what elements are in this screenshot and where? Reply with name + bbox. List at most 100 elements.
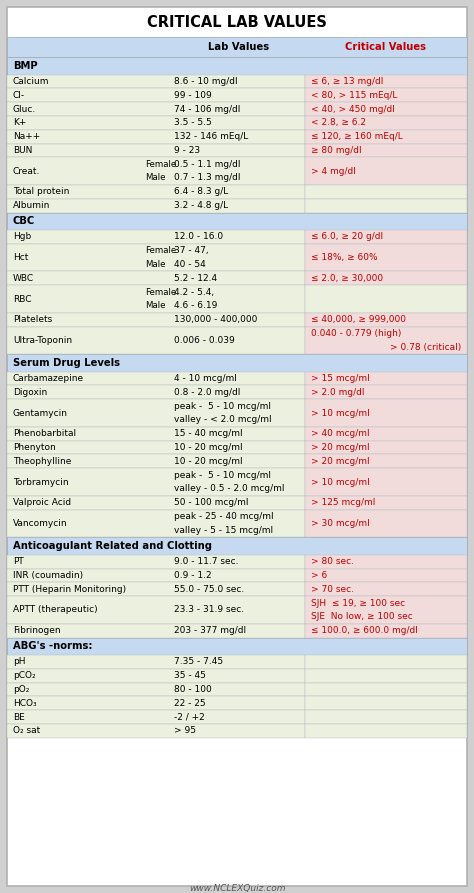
Text: Albumin: Albumin [13, 201, 50, 210]
Text: 8.6 - 10 mg/dl: 8.6 - 10 mg/dl [174, 77, 237, 86]
Text: Gluc.: Gluc. [13, 104, 36, 113]
Text: 55.0 - 75.0 sec.: 55.0 - 75.0 sec. [174, 585, 244, 594]
Text: PTT (Heparin Monitoring): PTT (Heparin Monitoring) [13, 585, 126, 594]
Bar [7, 213, 467, 230]
Bar [305, 313, 467, 327]
Text: Critical Values: Critical Values [346, 42, 427, 52]
Text: 74 - 106 mg/dl: 74 - 106 mg/dl [174, 104, 240, 113]
Bar [7, 441, 305, 455]
Bar [305, 427, 467, 441]
Text: CBC: CBC [13, 216, 35, 226]
Bar [7, 313, 305, 327]
Text: < 80, > 115 mEq/L: < 80, > 115 mEq/L [311, 91, 397, 100]
Text: Theophylline: Theophylline [13, 457, 72, 466]
Bar [305, 230, 467, 244]
Bar [7, 371, 305, 386]
Text: Male: Male [145, 260, 165, 269]
Text: Creat.: Creat. [13, 167, 40, 176]
Bar [305, 144, 467, 157]
Text: 0.7 - 1.3 mg/dl: 0.7 - 1.3 mg/dl [174, 173, 240, 182]
Text: HCO₃: HCO₃ [13, 699, 36, 708]
Bar [7, 185, 305, 199]
Text: peak -  5 - 10 mcg/ml: peak - 5 - 10 mcg/ml [174, 471, 271, 480]
Bar [305, 555, 467, 569]
Text: > 10 mcg/ml: > 10 mcg/ml [311, 478, 370, 487]
Bar [305, 199, 467, 213]
Text: > 70 sec.: > 70 sec. [311, 585, 354, 594]
Bar [7, 538, 467, 555]
Bar [305, 510, 467, 538]
Bar [305, 327, 467, 355]
Bar [7, 510, 305, 538]
Bar [7, 37, 467, 57]
Text: valley - 0.5 - 2.0 mcg/ml: valley - 0.5 - 2.0 mcg/ml [174, 485, 284, 494]
Text: Calcium: Calcium [13, 77, 49, 86]
Text: Fibrinogen: Fibrinogen [13, 626, 61, 635]
Text: > 80 sec.: > 80 sec. [311, 557, 354, 566]
Text: > 0.78 (critical): > 0.78 (critical) [390, 343, 461, 352]
Text: Valproic Acid: Valproic Acid [13, 498, 71, 507]
Text: Lab Values: Lab Values [208, 42, 269, 52]
Bar [305, 129, 467, 144]
Bar [7, 102, 305, 116]
Bar [7, 285, 305, 313]
Text: 80 - 100: 80 - 100 [174, 685, 212, 694]
Text: 4 - 10 mcg/ml: 4 - 10 mcg/ml [174, 374, 237, 383]
Bar [7, 697, 305, 710]
Bar [305, 569, 467, 582]
Bar [305, 271, 467, 285]
Bar [305, 386, 467, 399]
Text: Na++: Na++ [13, 132, 40, 141]
Text: Cl-: Cl- [13, 91, 25, 100]
Text: peak -  5 - 10 mcg/ml: peak - 5 - 10 mcg/ml [174, 402, 271, 411]
Text: PT: PT [13, 557, 24, 566]
Text: Vancomycin: Vancomycin [13, 519, 68, 528]
Bar [7, 582, 305, 597]
Text: > 40 mcg/ml: > 40 mcg/ml [311, 430, 370, 438]
Text: 5.2 - 12.4: 5.2 - 12.4 [174, 274, 217, 283]
Bar [305, 582, 467, 597]
Text: APTT (therapeutic): APTT (therapeutic) [13, 605, 98, 614]
Bar [305, 244, 467, 271]
Text: 50 - 100 mcg/ml: 50 - 100 mcg/ml [174, 498, 248, 507]
Text: 22 - 25: 22 - 25 [174, 699, 206, 708]
Text: 9.0 - 11.7 sec.: 9.0 - 11.7 sec. [174, 557, 238, 566]
Bar [305, 455, 467, 468]
Bar [7, 638, 467, 655]
Text: ≤ 6, ≥ 13 mg/dl: ≤ 6, ≥ 13 mg/dl [311, 77, 383, 86]
Text: 7.35 - 7.45: 7.35 - 7.45 [174, 657, 223, 666]
Text: > 6: > 6 [311, 571, 327, 580]
Text: BE: BE [13, 713, 25, 722]
Bar [7, 555, 305, 569]
Text: Gentamycin: Gentamycin [13, 409, 68, 418]
Text: 40 - 54: 40 - 54 [174, 260, 206, 269]
Text: SJE  No low, ≥ 100 sec: SJE No low, ≥ 100 sec [311, 613, 413, 622]
Bar [7, 57, 467, 74]
Text: INR (coumadin): INR (coumadin) [13, 571, 83, 580]
Text: valley - < 2.0 mcg/ml: valley - < 2.0 mcg/ml [174, 415, 272, 424]
Text: Female: Female [145, 246, 176, 255]
Text: ABG's -norms:: ABG's -norms: [13, 641, 92, 651]
Text: Platelets: Platelets [13, 315, 52, 324]
Text: 10 - 20 mcg/ml: 10 - 20 mcg/ml [174, 457, 243, 466]
Text: Female: Female [145, 288, 176, 296]
Text: ≤ 18%, ≥ 60%: ≤ 18%, ≥ 60% [311, 253, 378, 263]
Text: > 10 mcg/ml: > 10 mcg/ml [311, 409, 370, 418]
Text: 37 - 47,: 37 - 47, [174, 246, 209, 255]
Text: 203 - 377 mg/dl: 203 - 377 mg/dl [174, 626, 246, 635]
Text: > 125 mcg/ml: > 125 mcg/ml [311, 498, 375, 507]
Text: ≤ 2.0, ≥ 30,000: ≤ 2.0, ≥ 30,000 [311, 274, 383, 283]
Bar [305, 399, 467, 427]
Text: Male: Male [145, 173, 165, 182]
Text: > 20 mcg/ml: > 20 mcg/ml [311, 457, 370, 466]
Text: Torbramycin: Torbramycin [13, 478, 69, 487]
Bar [305, 185, 467, 199]
Text: Ultra-Toponin: Ultra-Toponin [13, 336, 72, 345]
Text: 130,000 - 400,000: 130,000 - 400,000 [174, 315, 257, 324]
Text: -2 / +2: -2 / +2 [174, 713, 205, 722]
Bar [7, 74, 305, 88]
Text: Female: Female [145, 160, 176, 169]
Bar [7, 710, 305, 724]
Bar [7, 468, 305, 496]
Text: < 2.8, ≥ 6.2: < 2.8, ≥ 6.2 [311, 118, 366, 128]
